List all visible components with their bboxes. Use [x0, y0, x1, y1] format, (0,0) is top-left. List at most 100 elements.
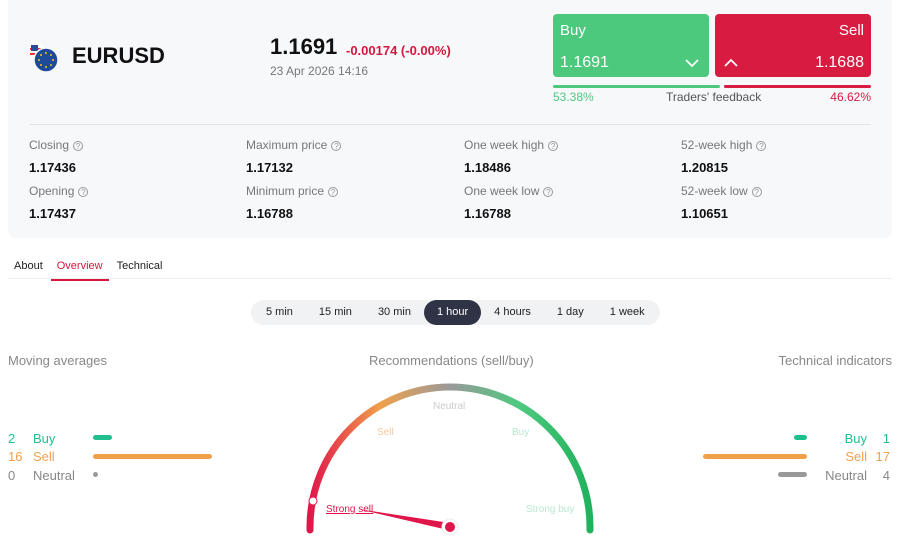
- ma-neutral-bar: [93, 472, 98, 477]
- ma-neutral-count: 0: [8, 468, 16, 483]
- help-icon[interactable]: ?: [751, 187, 762, 197]
- ma-buy-bar: [93, 435, 112, 440]
- gauge-label-neutral: Neutral: [433, 401, 465, 412]
- current-price: 1.1691: [270, 34, 338, 59]
- stat-label-text: Maximum price: [246, 138, 328, 152]
- traders-feedback-label: Traders' feedback: [666, 90, 762, 104]
- stat-label: 52-week high?: [681, 138, 767, 152]
- gauge-label-buy: Buy: [512, 427, 529, 438]
- buy-label: Buy: [560, 22, 586, 39]
- stat-52-week-low: 52-week low? 1.10651: [681, 184, 762, 221]
- stat-label-text: Minimum price: [246, 184, 325, 198]
- ti-buy-bar: [794, 435, 807, 440]
- ti-sell-label: Sell: [845, 449, 867, 464]
- technical-indicators-title: Technical indicators: [778, 353, 892, 368]
- recommendation-gauge: Sell Neutral Buy Strong sell Strong buy: [306, 383, 594, 536]
- period-30min[interactable]: 30 min: [377, 306, 411, 318]
- ti-buy-label: Buy: [844, 431, 867, 446]
- stat-label: Opening?: [29, 184, 89, 198]
- stat-value: 1.17437: [29, 206, 76, 221]
- ma-sell-bar: [93, 454, 212, 459]
- stat-52-week-high: 52-week high? 1.20815: [681, 138, 767, 175]
- stat-one-week-low: One week low? 1.16788: [464, 184, 554, 221]
- stat-minimum-price: Minimum price? 1.16788: [246, 184, 339, 221]
- recommendations-title: Recommendations (sell/buy): [369, 353, 534, 368]
- help-icon[interactable]: ?: [328, 187, 339, 197]
- gauge-hub-dot: [445, 522, 455, 532]
- ma-buy-label: Buy: [33, 431, 56, 446]
- divider: [29, 124, 871, 125]
- stat-label: One week high?: [464, 138, 559, 152]
- ma-buy-count: 2: [8, 431, 16, 446]
- instrument-symbol: EURUSD: [72, 43, 165, 68]
- tab-technical[interactable]: Technical: [116, 260, 163, 272]
- eur-usd-flag-icon: [30, 44, 59, 73]
- tab-overview[interactable]: Overview: [50, 256, 109, 281]
- gauge-label-sell: Sell: [377, 427, 394, 438]
- gauge-arc: [306, 383, 594, 534]
- stat-label-text: Opening: [29, 184, 75, 198]
- stat-value: 1.17132: [246, 160, 293, 175]
- ti-neutral-bar: [778, 472, 807, 477]
- stat-label: One week low?: [464, 184, 554, 198]
- gauge-label-strong-sell: Strong sell: [326, 504, 373, 515]
- stat-label-text: 52-week high: [681, 138, 753, 152]
- stat-closing: Closing? 1.17436: [29, 138, 84, 175]
- help-icon[interactable]: ?: [548, 141, 559, 151]
- gauge-marker: [308, 496, 318, 506]
- stat-label-text: Closing: [29, 138, 70, 152]
- price-datetime: 23 Apr 2026 14:16: [270, 64, 369, 78]
- buy-button[interactable]: Buy 1.1691: [553, 14, 709, 77]
- ti-sell-count: 17: [875, 449, 890, 464]
- period-1day[interactable]: 1 day: [556, 306, 584, 318]
- help-icon[interactable]: ?: [756, 141, 767, 151]
- stat-value: 1.16788: [464, 206, 511, 221]
- price-change: -0.00174 (-0.00%): [346, 43, 451, 58]
- period-5min[interactable]: 5 min: [266, 306, 293, 318]
- sell-feedback-pct: 46.62%: [830, 90, 871, 104]
- ti-buy-count: 1: [882, 431, 890, 446]
- help-icon[interactable]: ?: [331, 141, 342, 151]
- ti-sell-bar: [703, 454, 807, 459]
- stat-label: Minimum price?: [246, 184, 339, 198]
- period-1hour[interactable]: 1 hour: [423, 300, 482, 325]
- sell-label: Sell: [838, 22, 864, 39]
- stat-maximum-price: Maximum price? 1.17132: [246, 138, 342, 175]
- stat-label: 52-week low?: [681, 184, 762, 198]
- stat-value: 1.18486: [464, 160, 511, 175]
- tab-about[interactable]: About: [14, 260, 43, 272]
- tabs: About Overview Technical: [8, 256, 170, 281]
- help-icon[interactable]: ?: [543, 187, 554, 197]
- period-4hours[interactable]: 4 hours: [494, 306, 531, 318]
- ma-sell-count: 16: [8, 449, 23, 464]
- help-icon[interactable]: ?: [78, 187, 89, 197]
- chevron-up-icon: [724, 58, 738, 67]
- ma-neutral-label: Neutral: [33, 468, 75, 483]
- stat-label: Closing?: [29, 138, 84, 152]
- sell-button[interactable]: Sell 1.1688: [715, 14, 871, 77]
- sell-feedback-bar: [724, 85, 871, 88]
- moving-averages-title: Moving averages: [8, 353, 107, 368]
- period-1week[interactable]: 1 week: [609, 306, 645, 318]
- stat-label-text: One week low: [464, 184, 540, 198]
- stat-label-text: 52-week low: [681, 184, 748, 198]
- buy-feedback-pct: 53.38%: [553, 90, 594, 104]
- ma-sell-label: Sell: [33, 449, 55, 464]
- period-selector: 5 min 15 min 30 min 1 hour 4 hours 1 day…: [251, 300, 660, 325]
- stat-label-text: One week high: [464, 138, 545, 152]
- stat-label: Maximum price?: [246, 138, 342, 152]
- tabs-divider: [8, 278, 892, 279]
- gauge-label-strong-buy: Strong buy: [526, 504, 574, 515]
- help-icon[interactable]: ?: [73, 141, 84, 151]
- stat-value: 1.20815: [681, 160, 728, 175]
- stat-value: 1.10651: [681, 206, 728, 221]
- sell-price: 1.1688: [815, 54, 864, 71]
- stat-opening: Opening? 1.17437: [29, 184, 89, 221]
- ti-neutral-label: Neutral: [825, 468, 867, 483]
- stat-one-week-high: One week high? 1.18486: [464, 138, 559, 175]
- stat-value: 1.17436: [29, 160, 76, 175]
- buy-price: 1.1691: [560, 54, 609, 71]
- chevron-down-icon: [685, 59, 699, 68]
- buy-feedback-bar: [553, 85, 720, 88]
- period-15min[interactable]: 15 min: [318, 306, 352, 318]
